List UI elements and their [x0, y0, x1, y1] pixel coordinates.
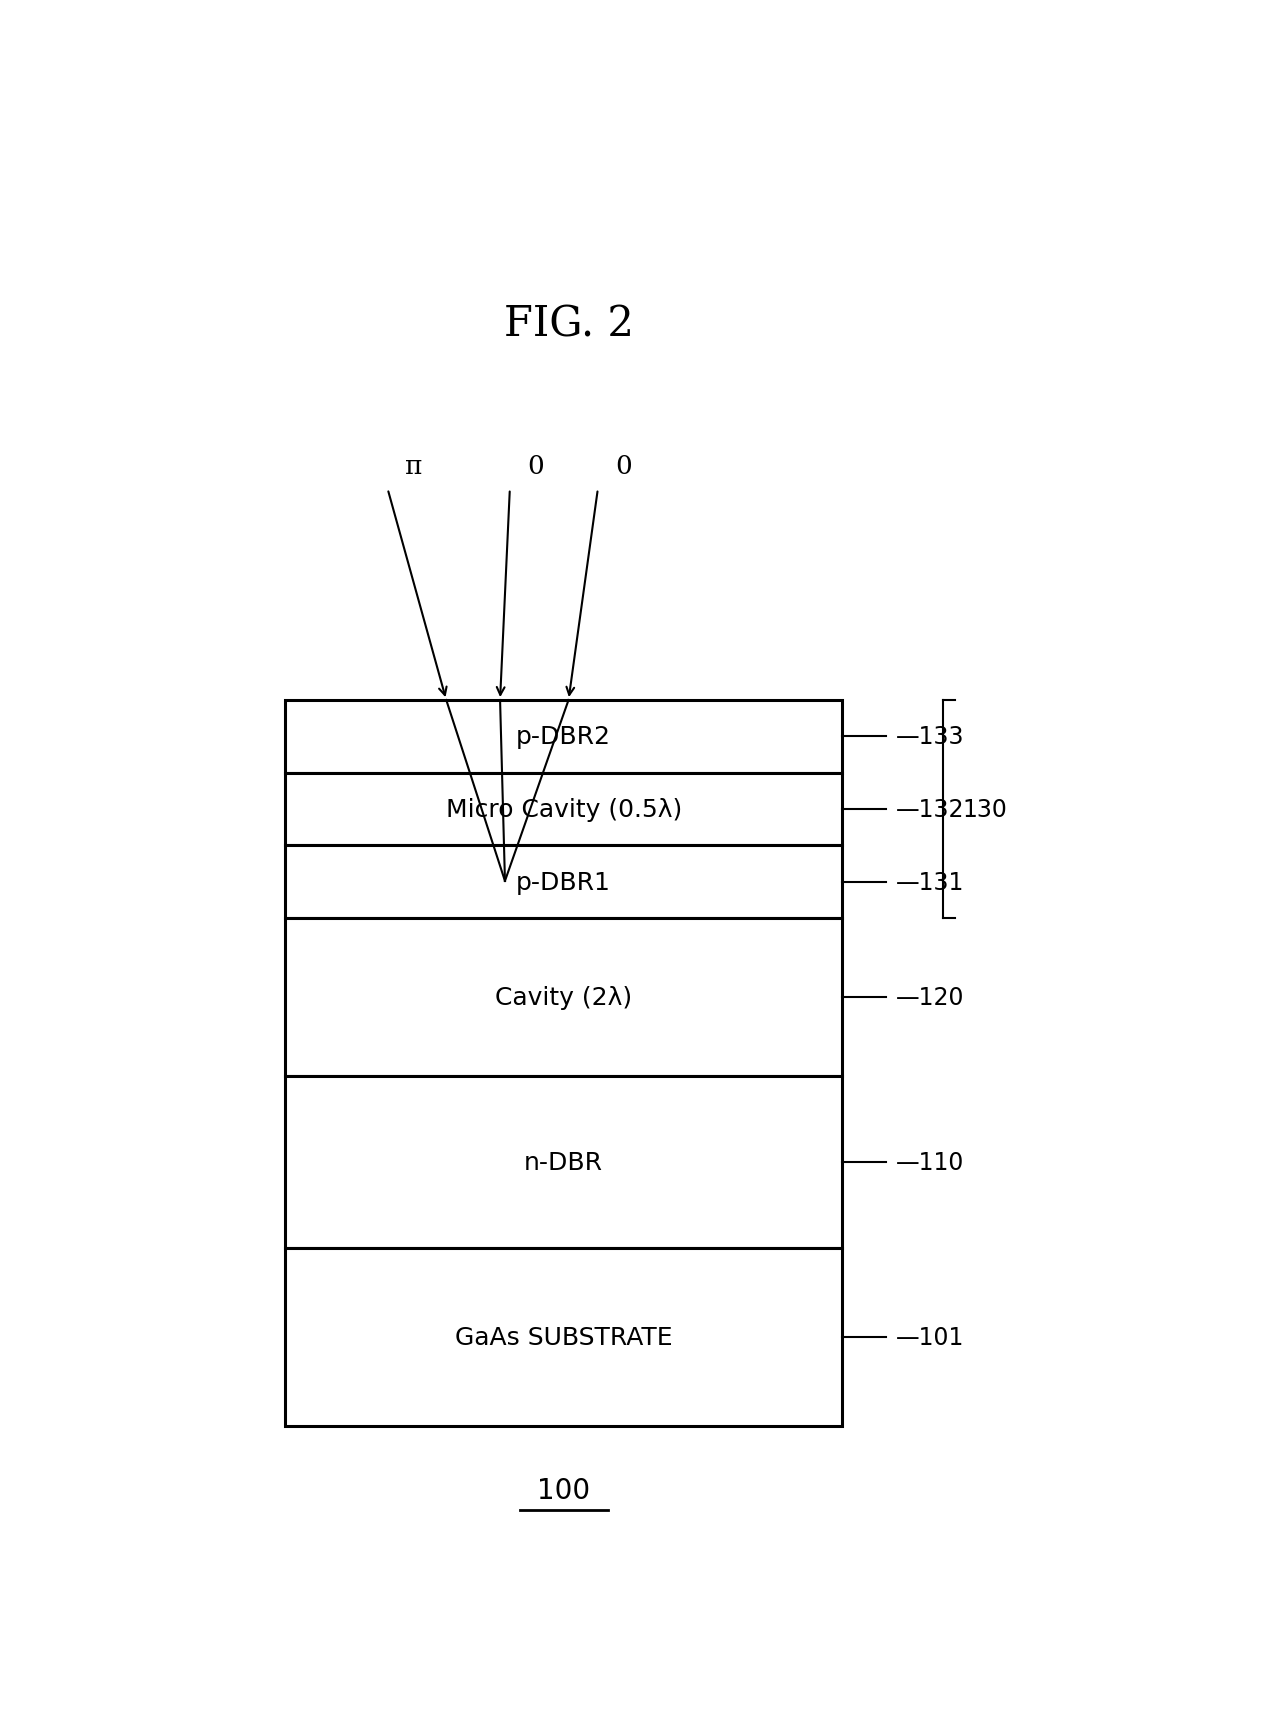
Text: p-DBR2: p-DBR2: [516, 725, 611, 749]
Text: FIG. 2: FIG. 2: [504, 303, 634, 346]
Text: π: π: [405, 454, 423, 478]
Bar: [285, 773, 843, 845]
Bar: [285, 701, 843, 773]
Text: —101: —101: [896, 1325, 964, 1349]
Text: Cavity (2λ): Cavity (2λ): [495, 986, 632, 1010]
Bar: [285, 919, 843, 1076]
Text: —131: —131: [896, 871, 964, 895]
Text: —110: —110: [896, 1150, 964, 1174]
Text: 130: 130: [963, 797, 1007, 821]
Bar: [285, 845, 843, 919]
Text: 0: 0: [528, 454, 544, 478]
Bar: [285, 1076, 843, 1248]
Text: Micro Cavity (0.5λ): Micro Cavity (0.5λ): [445, 797, 681, 821]
Text: p-DBR1: p-DBR1: [516, 871, 611, 895]
Bar: [285, 1248, 843, 1426]
Text: 0: 0: [616, 454, 632, 478]
Text: n-DBR: n-DBR: [524, 1150, 603, 1174]
Text: GaAs SUBSTRATE: GaAs SUBSTRATE: [454, 1325, 673, 1349]
Text: 100: 100: [538, 1477, 591, 1505]
Text: —120: —120: [896, 986, 964, 1010]
Text: —132: —132: [896, 797, 964, 821]
Text: —133: —133: [896, 725, 964, 749]
